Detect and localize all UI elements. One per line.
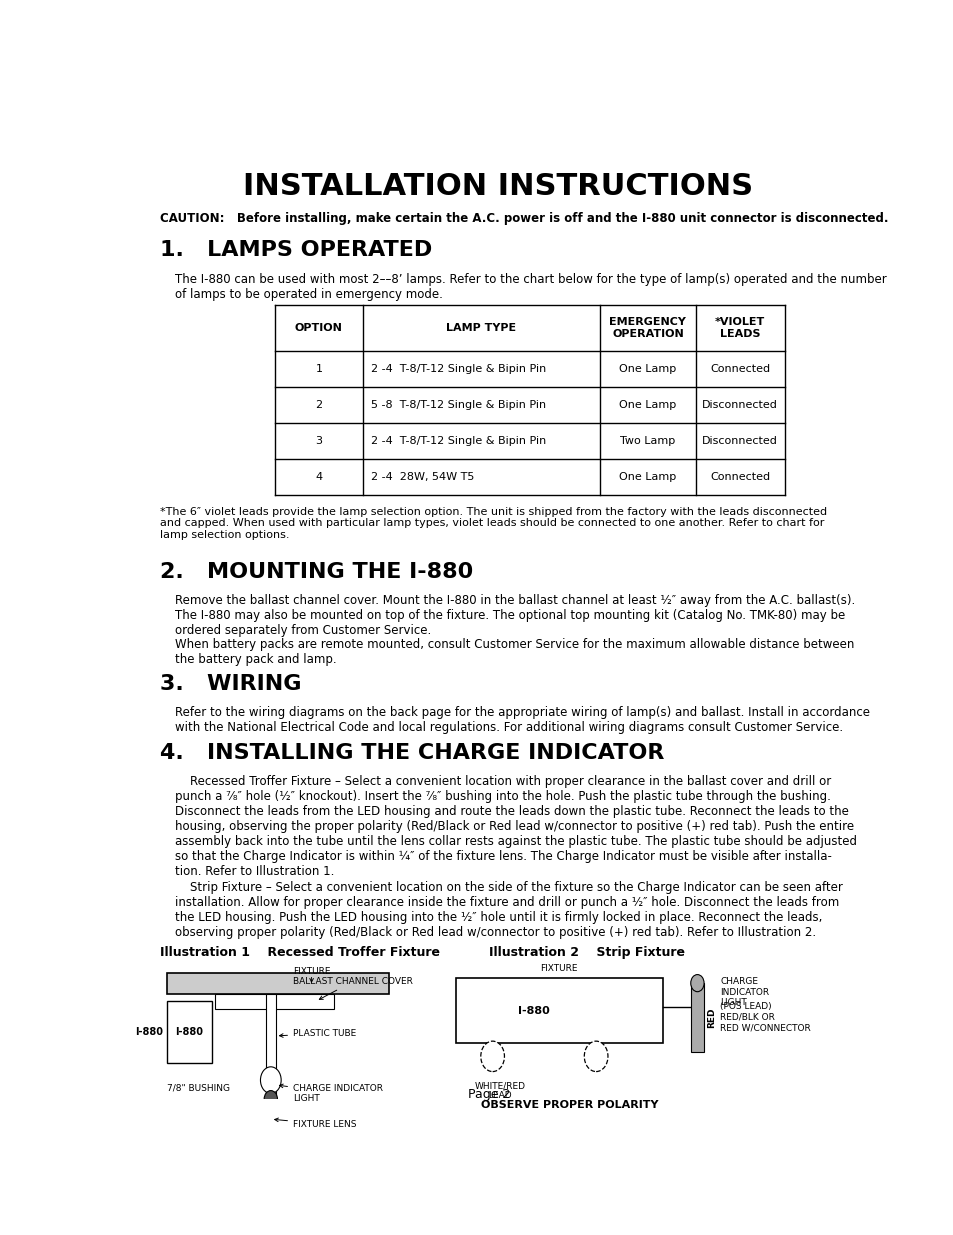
Bar: [167, 973, 389, 994]
Text: INSTALLATION INSTRUCTIONS: INSTALLATION INSTRUCTIONS: [243, 172, 753, 201]
Bar: [690, 983, 703, 1052]
Text: PLASTIC TUBE: PLASTIC TUBE: [279, 1029, 355, 1037]
Text: 2 -4  T-8/T-12 Single & Bipin Pin: 2 -4 T-8/T-12 Single & Bipin Pin: [370, 436, 545, 446]
Text: Page 2: Page 2: [467, 1088, 510, 1100]
Text: Disconnected: Disconnected: [701, 400, 778, 410]
Text: Two Lamp: Two Lamp: [619, 436, 675, 446]
Text: *VIOLET
LEADS: *VIOLET LEADS: [715, 317, 764, 338]
Text: Illustration 2    Strip Fixture: Illustration 2 Strip Fixture: [488, 946, 684, 960]
Text: 5 -8  T-8/T-12 Single & Bipin Pin: 5 -8 T-8/T-12 Single & Bipin Pin: [370, 400, 545, 410]
Text: FIXTURE: FIXTURE: [539, 963, 578, 973]
Text: 1: 1: [315, 364, 322, 374]
Text: Connected: Connected: [709, 472, 770, 482]
Text: 4: 4: [315, 472, 322, 482]
Text: Recessed Troffer Fixture – Select a convenient location with proper clearance in: Recessed Troffer Fixture – Select a conv…: [174, 774, 856, 878]
Bar: [215, 994, 334, 1009]
Text: 4.   INSTALLING THE CHARGE INDICATOR: 4. INSTALLING THE CHARGE INDICATOR: [160, 742, 663, 762]
Text: 2: 2: [315, 400, 322, 410]
Circle shape: [690, 974, 703, 992]
Bar: [456, 978, 662, 1044]
Circle shape: [260, 1067, 281, 1093]
Text: FIXTURE LENS: FIXTURE LENS: [274, 1118, 356, 1129]
Circle shape: [264, 1091, 277, 1108]
Text: I-880: I-880: [135, 1028, 164, 1037]
Circle shape: [583, 1041, 607, 1072]
Text: The I-880 can be used with most 2––8’ lamps. Refer to the chart below for the ty: The I-880 can be used with most 2––8’ la…: [174, 273, 885, 301]
Text: 2 -4  28W, 54W T5: 2 -4 28W, 54W T5: [370, 472, 474, 482]
Text: RED: RED: [706, 1007, 716, 1028]
Text: Connected: Connected: [709, 364, 770, 374]
Text: 2.   MOUNTING THE I-880: 2. MOUNTING THE I-880: [160, 562, 473, 582]
Text: FIXTURE: FIXTURE: [293, 967, 330, 982]
Text: BALLAST CHANNEL COVER: BALLAST CHANNEL COVER: [293, 977, 413, 999]
Bar: [266, 994, 275, 1097]
Text: WHITE/RED
LEAD: WHITE/RED LEAD: [474, 1081, 525, 1100]
Text: OPTION: OPTION: [294, 322, 342, 333]
Text: Illustration 1    Recessed Troffer Fixture: Illustration 1 Recessed Troffer Fixture: [160, 946, 439, 960]
Text: 2 -4  T-8/T-12 Single & Bipin Pin: 2 -4 T-8/T-12 Single & Bipin Pin: [370, 364, 545, 374]
Text: One Lamp: One Lamp: [618, 400, 676, 410]
Text: OBSERVE PROPER POLARITY: OBSERVE PROPER POLARITY: [480, 1100, 658, 1110]
Text: One Lamp: One Lamp: [618, 472, 676, 482]
Text: EMERGENCY
OPERATION: EMERGENCY OPERATION: [609, 317, 685, 338]
Text: 3: 3: [315, 436, 322, 446]
Text: *The 6″ violet leads provide the lamp selection option. The unit is shipped from: *The 6″ violet leads provide the lamp se…: [160, 506, 826, 540]
Bar: [167, 1002, 212, 1063]
Text: Strip Fixture – Select a convenient location on the side of the fixture so the C: Strip Fixture – Select a convenient loca…: [174, 882, 841, 940]
Text: Remove the ballast channel cover. Mount the I-880 in the ballast channel at leas: Remove the ballast channel cover. Mount …: [174, 594, 854, 637]
Text: CAUTION:   Before installing, make certain the A.C. power is off and the I-880 u: CAUTION: Before installing, make certain…: [160, 212, 887, 225]
Text: CHARGE INDICATOR
LIGHT: CHARGE INDICATOR LIGHT: [279, 1083, 382, 1103]
Text: 7/8" BUSHING: 7/8" BUSHING: [167, 1084, 230, 1093]
Text: Disconnected: Disconnected: [701, 436, 778, 446]
Text: I-880: I-880: [175, 1028, 203, 1037]
Text: CHARGE
INDICATOR
LIGHT: CHARGE INDICATOR LIGHT: [720, 977, 769, 1008]
Text: (POS LEAD)
RED/BLK OR
RED W/CONNECTOR: (POS LEAD) RED/BLK OR RED W/CONNECTOR: [720, 1003, 810, 1032]
Text: 1.   LAMPS OPERATED: 1. LAMPS OPERATED: [160, 241, 432, 261]
Text: I-880: I-880: [517, 1005, 550, 1015]
Text: Refer to the wiring diagrams on the back page for the appropriate wiring of lamp: Refer to the wiring diagrams on the back…: [174, 706, 869, 735]
Text: When battery packs are remote mounted, consult Customer Service for the maximum : When battery packs are remote mounted, c…: [174, 638, 853, 666]
Text: LAMP TYPE: LAMP TYPE: [446, 322, 517, 333]
Text: 3.   WIRING: 3. WIRING: [160, 674, 301, 694]
Text: One Lamp: One Lamp: [618, 364, 676, 374]
Circle shape: [480, 1041, 504, 1072]
